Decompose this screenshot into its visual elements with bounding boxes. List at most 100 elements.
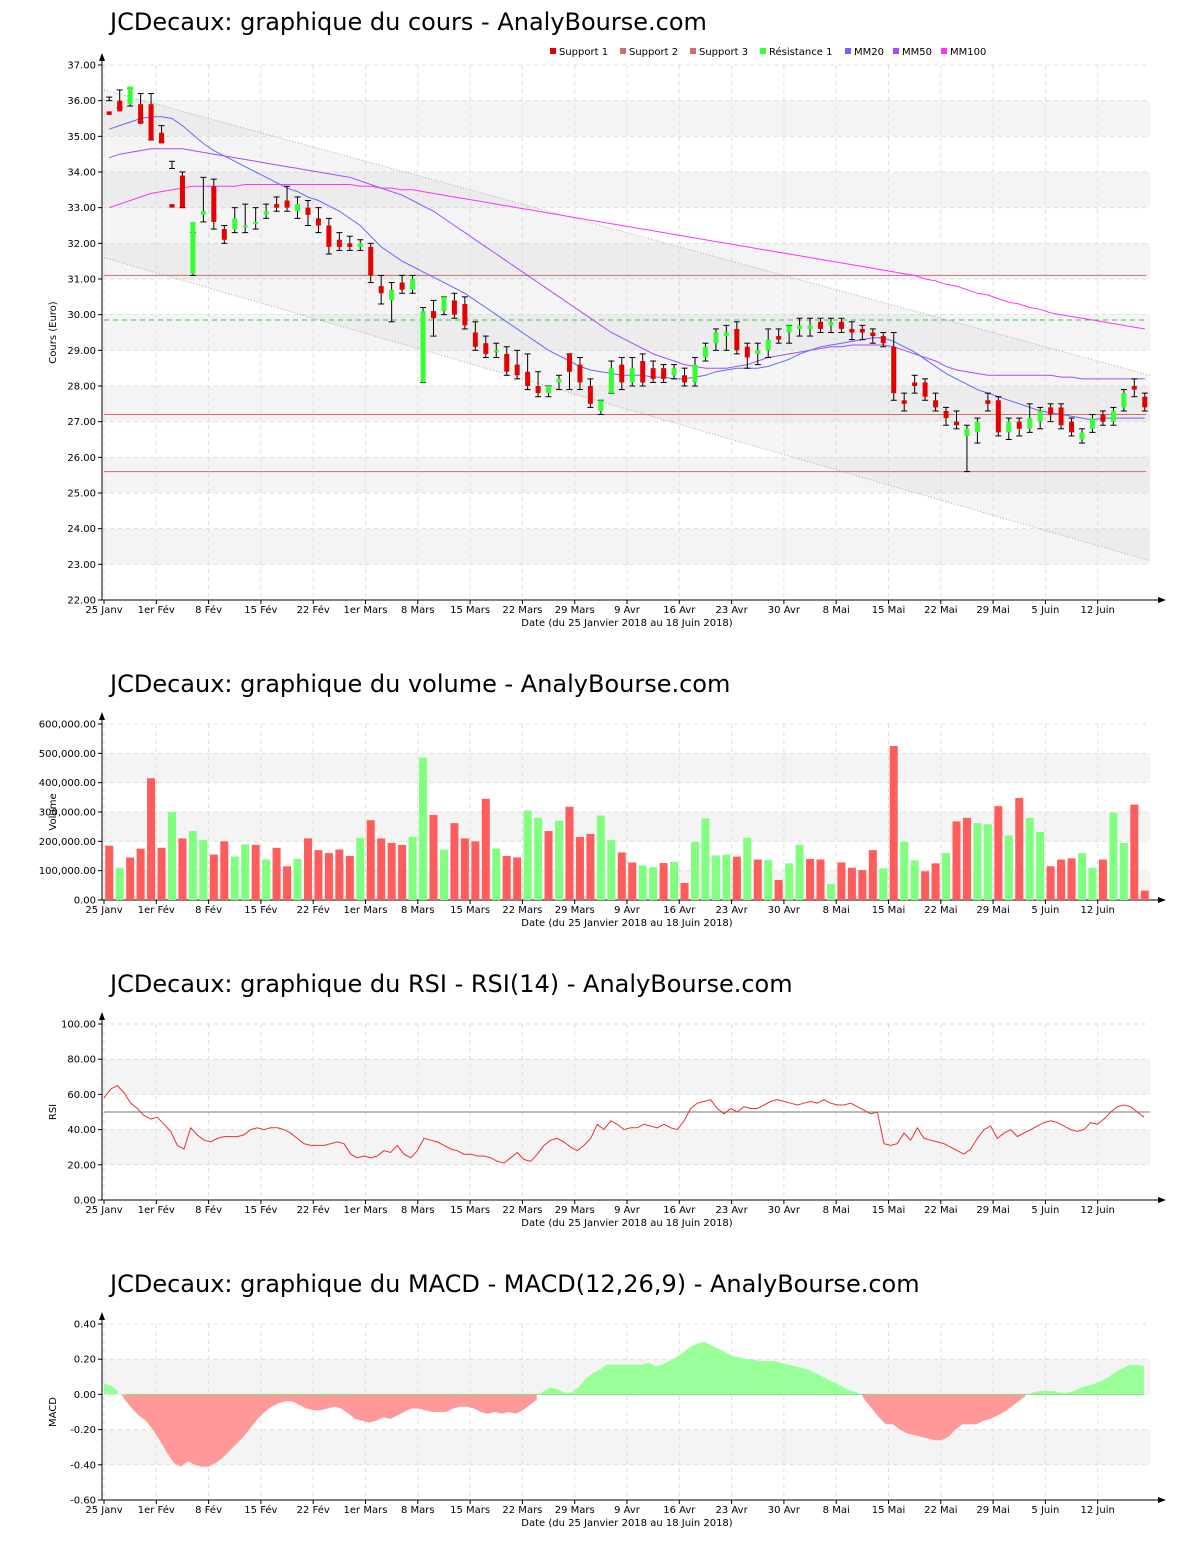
volume-bar (942, 853, 951, 900)
volume-bar (1140, 890, 1149, 900)
trend-channel-upper (103, 89, 1151, 376)
candle (1058, 403, 1065, 430)
candle (179, 171, 186, 209)
candle (158, 125, 165, 144)
macd-positive-area (540, 1341, 858, 1395)
volume-ytick-label: 100,000.00 (39, 866, 96, 877)
macd-xtick-label: 22 Mars (502, 1505, 542, 1516)
price-xtick-label: 25 Janv (85, 605, 122, 616)
candle-body (985, 400, 991, 404)
candle-body (138, 104, 144, 124)
rsi-xtick-label: 8 Mars (401, 1205, 435, 1216)
candle-body (577, 364, 583, 383)
volume-bar (931, 863, 940, 900)
candle-body (200, 211, 206, 215)
price-band (102, 386, 1150, 422)
volume-panel: JCDecaux: graphique du volume - AnalyBou… (0, 670, 1200, 940)
volume-xtick-label: 8 Fév (195, 904, 222, 916)
price-panel: JCDecaux: graphique du cours - AnalyBour… (0, 8, 1200, 638)
volume-xtick-label: 5 Juin (1031, 905, 1059, 916)
volume-bar (241, 844, 250, 900)
volume-bar (188, 831, 197, 900)
volume-bar (419, 757, 428, 900)
volume-bar (837, 862, 846, 900)
price-xtick-label: 22 Mars (502, 605, 542, 616)
legend-swatch (690, 48, 696, 54)
price-y-axis-arrow (99, 53, 105, 61)
candle-body (159, 132, 165, 144)
rsi-ytick-label: 100.00 (61, 1020, 96, 1031)
macd-ytick-label: -0.20 (70, 1425, 96, 1436)
rsi-ytick-label: 0.00 (74, 1196, 96, 1207)
volume-ytick-label: 0.00 (74, 896, 96, 907)
candle-body (974, 421, 980, 433)
volume-bar (847, 867, 856, 900)
candle-body (295, 204, 301, 212)
price-band (102, 528, 1150, 565)
candle-body (661, 368, 667, 379)
volume-bar (283, 866, 292, 900)
candle (325, 217, 332, 255)
volume-xtick-label: 15 Mars (450, 905, 490, 916)
volume-bar (785, 863, 794, 900)
candle-body (587, 386, 593, 404)
volume-xtick-label: 30 Avr (768, 905, 801, 916)
candle-body (933, 400, 939, 408)
candle (200, 176, 207, 223)
candle (974, 417, 981, 444)
volume-bar (565, 806, 574, 900)
candle-body (723, 332, 729, 337)
candle-body (943, 410, 949, 419)
volume-bar (711, 855, 720, 900)
volume-bar (1015, 797, 1024, 900)
candle (639, 353, 646, 387)
rsi-xtick-label: 15 Fév (244, 1204, 277, 1216)
volume-bar (722, 854, 731, 900)
volume-bar (596, 815, 605, 900)
volume-bar (607, 839, 616, 900)
macd-band (102, 1429, 1150, 1465)
macd-panel: JCDecaux: graphique du MACD - MACD(12,26… (0, 1270, 1200, 1545)
volume-bar (1088, 867, 1097, 900)
price-xtick-label: 22 Fév (297, 604, 330, 616)
volume-bar (994, 806, 1003, 900)
candle (367, 242, 374, 284)
candle (388, 282, 395, 323)
candle-body (514, 364, 520, 376)
candle (535, 371, 542, 398)
volume-ytick-label: 400,000.00 (39, 778, 96, 789)
rsi-xtick-label: 22 Mars (502, 1205, 542, 1216)
volume-bar (471, 841, 480, 900)
candle (336, 232, 343, 251)
candle (472, 321, 479, 351)
candle-body (1131, 386, 1137, 390)
price-xtick-label: 22 Mai (924, 605, 957, 616)
price-ytick-label: 31.00 (67, 275, 96, 286)
candle-body (441, 296, 447, 312)
rsi-band (102, 1129, 1150, 1165)
volume-bar (345, 856, 354, 900)
volume-bar (115, 867, 124, 900)
volume-bar (481, 798, 490, 900)
volume-bar (262, 859, 271, 900)
price-xtick-label: 12 Juin (1081, 605, 1115, 616)
rsi-xtick-label: 12 Juin (1081, 1205, 1115, 1216)
candle-body (1016, 421, 1022, 429)
candle (461, 296, 468, 330)
candle-body (1027, 418, 1033, 429)
candle-body (838, 321, 844, 329)
price-ytick-label: 28.00 (67, 382, 96, 393)
candle-body (755, 350, 761, 354)
price-ytick-label: 36.00 (67, 96, 96, 107)
rsi-y-axis-title: RSI (48, 1104, 59, 1120)
candle (148, 93, 155, 141)
candle (963, 424, 970, 473)
volume-bar (136, 848, 145, 900)
volume-bar (199, 839, 208, 900)
candle (796, 317, 803, 337)
volume-bar (534, 817, 543, 900)
candle-body (378, 286, 384, 294)
candle (1016, 417, 1023, 437)
macd-xtick-label: 8 Fév (195, 1504, 222, 1516)
